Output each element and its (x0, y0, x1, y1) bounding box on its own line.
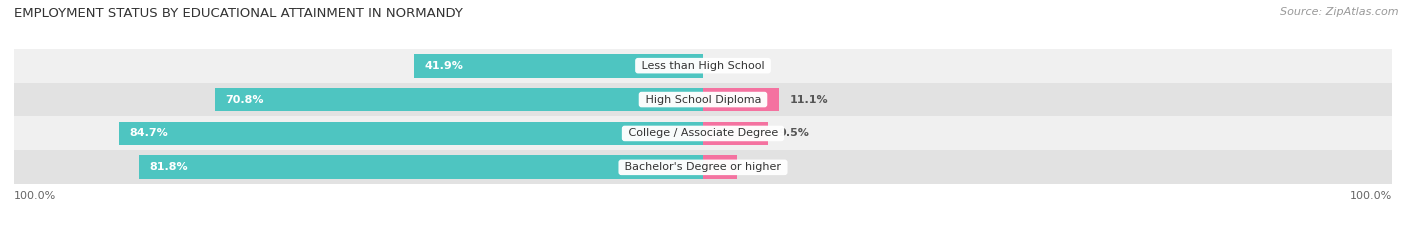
Text: 81.8%: 81.8% (150, 162, 188, 172)
Bar (703, 88, 779, 111)
Text: 11.1%: 11.1% (790, 95, 828, 105)
Text: 0.0%: 0.0% (713, 61, 744, 71)
Text: 9.5%: 9.5% (779, 128, 810, 138)
Bar (14, 150, 1392, 184)
Bar (14, 116, 1392, 150)
Text: 84.7%: 84.7% (129, 128, 169, 138)
Text: Less than High School: Less than High School (638, 61, 768, 71)
Bar (703, 155, 738, 179)
Text: EMPLOYMENT STATUS BY EDUCATIONAL ATTAINMENT IN NORMANDY: EMPLOYMENT STATUS BY EDUCATIONAL ATTAINM… (14, 7, 463, 20)
Text: 70.8%: 70.8% (225, 95, 264, 105)
Text: 100.0%: 100.0% (1350, 191, 1392, 201)
Bar (120, 122, 703, 145)
Bar (139, 155, 703, 179)
Text: Source: ZipAtlas.com: Source: ZipAtlas.com (1281, 7, 1399, 17)
Bar (215, 88, 703, 111)
Bar (14, 49, 1392, 83)
Text: High School Diploma: High School Diploma (641, 95, 765, 105)
Text: 100.0%: 100.0% (14, 191, 56, 201)
Text: 41.9%: 41.9% (425, 61, 464, 71)
Text: Bachelor's Degree or higher: Bachelor's Degree or higher (621, 162, 785, 172)
Bar (703, 122, 769, 145)
Bar (415, 54, 703, 78)
Text: College / Associate Degree: College / Associate Degree (624, 128, 782, 138)
Bar (14, 83, 1392, 116)
Text: 5.0%: 5.0% (748, 162, 779, 172)
